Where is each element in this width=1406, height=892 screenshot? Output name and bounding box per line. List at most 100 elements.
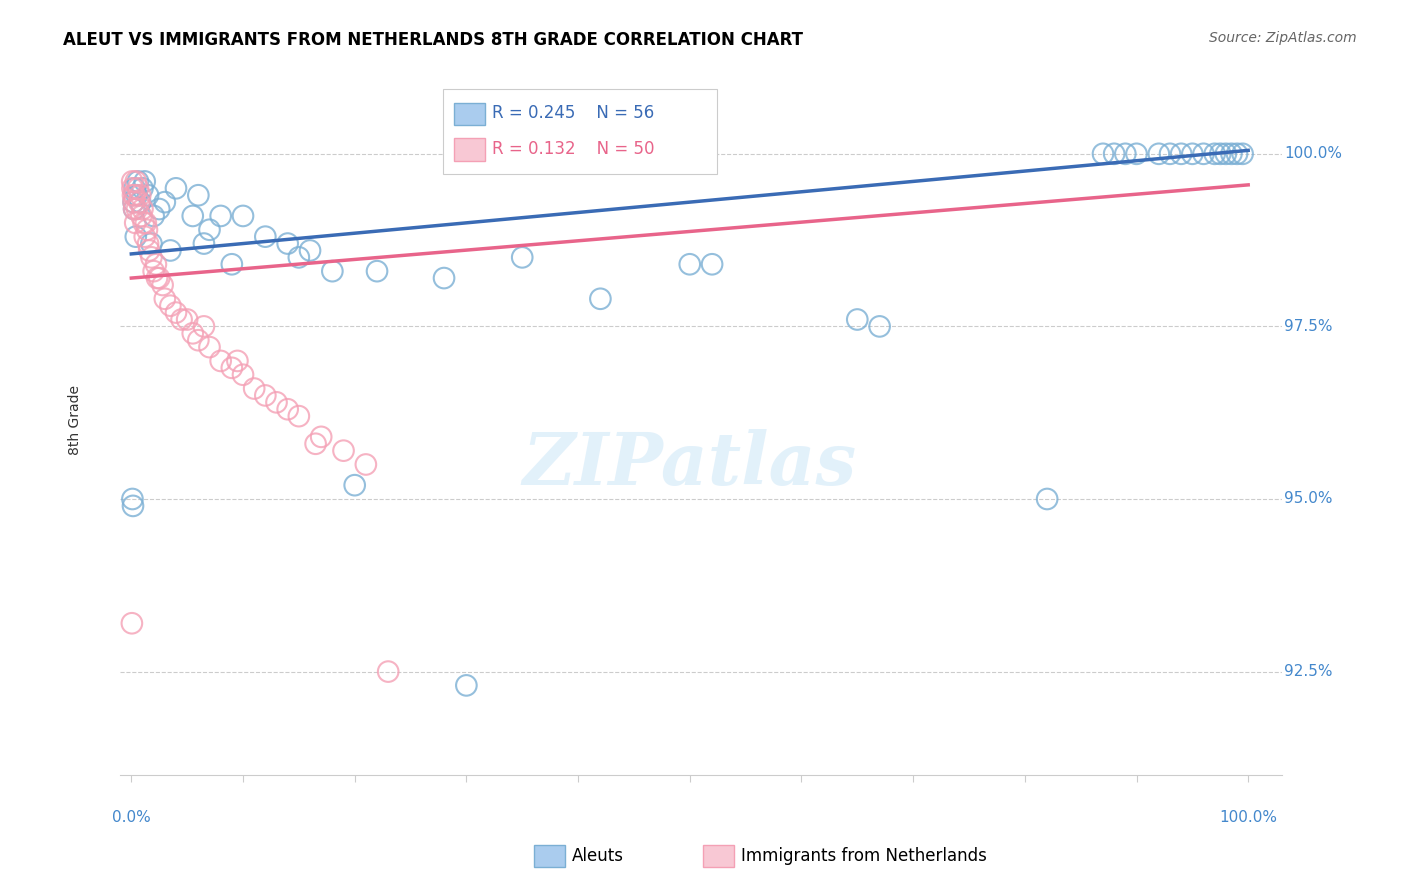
Point [138, 244, 160, 258]
Point [135, 216, 157, 230]
Point [343, 478, 366, 492]
Point [125, 174, 148, 188]
Point [153, 292, 176, 306]
Point [165, 181, 187, 195]
Text: R = 0.132    N = 50: R = 0.132 N = 50 [492, 140, 655, 158]
Point [122, 202, 145, 216]
Point [1192, 146, 1215, 161]
Point [304, 436, 326, 450]
Text: 0.0%: 0.0% [112, 810, 150, 825]
Point [170, 312, 193, 326]
Point [129, 188, 152, 202]
Text: 8th Grade: 8th Grade [69, 384, 83, 455]
Point [226, 354, 249, 368]
Point [142, 264, 165, 278]
Point [159, 299, 181, 313]
Point [131, 209, 153, 223]
Point [1102, 146, 1125, 161]
Point [122, 188, 145, 202]
Point [122, 499, 145, 513]
Point [243, 382, 266, 396]
Point [510, 251, 533, 265]
Text: 92.5%: 92.5% [1284, 664, 1333, 679]
Point [321, 264, 343, 278]
Point [232, 368, 254, 382]
Point [1220, 146, 1243, 161]
Point [146, 271, 169, 285]
Point [433, 271, 456, 285]
Point [181, 326, 204, 341]
Text: ZIPatlas: ZIPatlas [523, 429, 856, 500]
Point [125, 202, 148, 216]
Point [288, 251, 311, 265]
Point [589, 292, 612, 306]
Point [153, 195, 176, 210]
Point [187, 188, 209, 202]
Point [198, 340, 221, 354]
Point [377, 665, 399, 679]
Point [148, 271, 170, 285]
Point [122, 195, 145, 210]
Point [131, 202, 153, 216]
Point [366, 264, 388, 278]
Point [148, 202, 170, 216]
Point [122, 195, 145, 210]
Point [159, 244, 181, 258]
Point [1147, 146, 1170, 161]
Point [129, 195, 152, 210]
Point [266, 395, 288, 409]
Point [152, 277, 174, 292]
Point [132, 216, 155, 230]
Point [277, 236, 299, 251]
Point [198, 223, 221, 237]
Point [127, 174, 149, 188]
Point [142, 209, 165, 223]
Point [131, 181, 153, 195]
Point [1181, 146, 1204, 161]
Point [141, 251, 163, 265]
Point [134, 174, 156, 188]
Point [288, 409, 311, 424]
Point [141, 236, 163, 251]
Point [181, 209, 204, 223]
Point [1204, 146, 1226, 161]
Point [869, 319, 891, 334]
Point [124, 216, 146, 230]
Text: 100.0%: 100.0% [1219, 810, 1277, 825]
Point [309, 430, 332, 444]
Point [846, 312, 869, 326]
Point [1091, 146, 1114, 161]
Point [136, 236, 159, 251]
Point [145, 257, 167, 271]
Point [277, 402, 299, 417]
Point [121, 174, 143, 188]
Point [1159, 146, 1181, 161]
Point [1209, 146, 1232, 161]
Point [1215, 146, 1237, 161]
Point [1114, 146, 1136, 161]
Text: Source: ZipAtlas.com: Source: ZipAtlas.com [1209, 31, 1357, 45]
Point [254, 388, 277, 402]
Point [121, 491, 143, 506]
Point [298, 244, 321, 258]
Point [193, 236, 215, 251]
Text: 95.0%: 95.0% [1284, 491, 1333, 507]
Point [122, 202, 145, 216]
Point [209, 354, 232, 368]
Text: R = 0.245    N = 56: R = 0.245 N = 56 [492, 104, 654, 122]
Point [1226, 146, 1249, 161]
Point [1125, 146, 1147, 161]
Point [700, 257, 723, 271]
Point [124, 188, 146, 202]
Text: Aleuts: Aleuts [572, 847, 624, 865]
Point [121, 616, 143, 631]
Point [221, 360, 243, 375]
Point [193, 319, 215, 334]
Point [121, 181, 143, 195]
Point [176, 312, 198, 326]
Point [136, 223, 159, 237]
Point [127, 181, 149, 195]
Point [125, 188, 148, 202]
Point [128, 195, 150, 210]
Point [221, 257, 243, 271]
